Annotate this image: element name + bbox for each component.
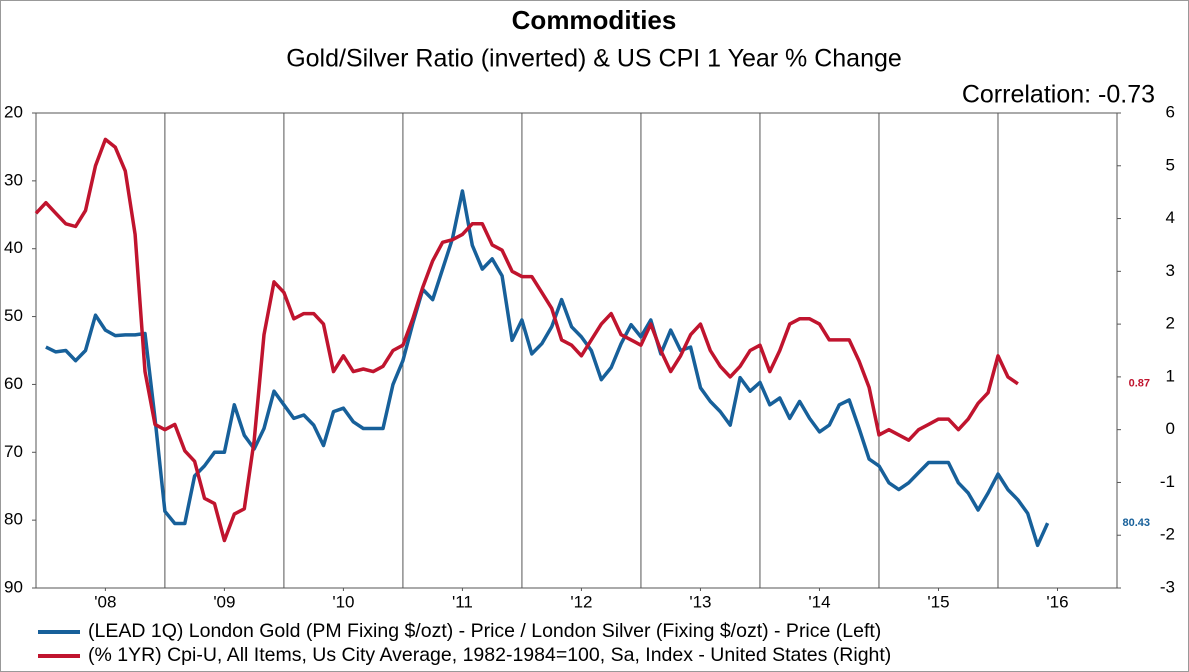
y-tick-label: 80	[4, 510, 23, 529]
end-value-label: 80.43	[1122, 517, 1150, 529]
x-tick-label: '08	[94, 592, 116, 611]
y-tick-label: 70	[4, 442, 23, 461]
y-tick-label: 30	[4, 170, 23, 189]
y-tick-label: 60	[4, 374, 23, 393]
y2-tick-label: 1	[1166, 366, 1175, 385]
y-tick-label: 90	[4, 577, 23, 596]
y2-tick-label: 3	[1166, 261, 1175, 280]
x-tick-label: '11	[452, 592, 473, 611]
y-tick-label: 20	[4, 102, 23, 121]
x-tick-label: '10	[332, 592, 354, 611]
y2-tick-label: -1	[1160, 472, 1175, 491]
annotation: Correlation: -0.73	[962, 81, 1155, 109]
chart-title: Commodities	[512, 5, 677, 35]
series-line	[34, 137, 1019, 543]
y2-tick-label: 2	[1166, 314, 1175, 333]
plot-border	[35, 112, 1118, 589]
y-tick-label: 50	[4, 306, 23, 325]
x-tick-label: '14	[808, 592, 830, 611]
y2-tick-label: 5	[1166, 155, 1175, 174]
x-tick-label: '15	[927, 592, 949, 611]
legend-label: (LEAD 1Q) London Gold (PM Fixing $/ozt) …	[88, 620, 881, 642]
x-tick-label: '12	[570, 592, 592, 611]
y-tick-label: 40	[4, 238, 23, 257]
chart-subtitle: Gold/Silver Ratio (inverted) & US CPI 1 …	[286, 45, 902, 73]
x-tick-label: '16	[1046, 592, 1068, 611]
legend-label: (% 1YR) Cpi-U, All Items, Us City Averag…	[88, 644, 891, 666]
y2-tick-label: 6	[1166, 102, 1175, 121]
x-tick-label: '13	[689, 592, 711, 611]
y2-tick-label: -3	[1160, 577, 1175, 596]
y2-tick-label: 4	[1166, 208, 1175, 227]
end-value-label: 0.87	[1129, 378, 1150, 390]
y2-tick-label: 0	[1166, 419, 1175, 438]
series-line	[45, 189, 1050, 548]
y2-tick-label: -2	[1160, 525, 1175, 544]
x-tick-label: '09	[213, 592, 235, 611]
